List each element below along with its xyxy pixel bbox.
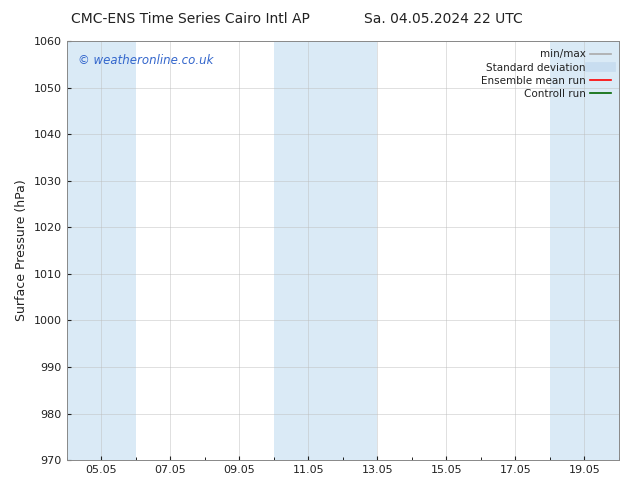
- Text: CMC-ENS Time Series Cairo Intl AP: CMC-ENS Time Series Cairo Intl AP: [71, 12, 309, 26]
- Y-axis label: Surface Pressure (hPa): Surface Pressure (hPa): [15, 180, 28, 321]
- Bar: [67, 41, 136, 460]
- Text: Sa. 04.05.2024 22 UTC: Sa. 04.05.2024 22 UTC: [365, 12, 523, 26]
- Bar: [274, 41, 377, 460]
- Text: © weatheronline.co.uk: © weatheronline.co.uk: [77, 53, 213, 67]
- Bar: [550, 41, 619, 460]
- Legend: min/max, Standard deviation, Ensemble mean run, Controll run: min/max, Standard deviation, Ensemble me…: [478, 46, 614, 102]
